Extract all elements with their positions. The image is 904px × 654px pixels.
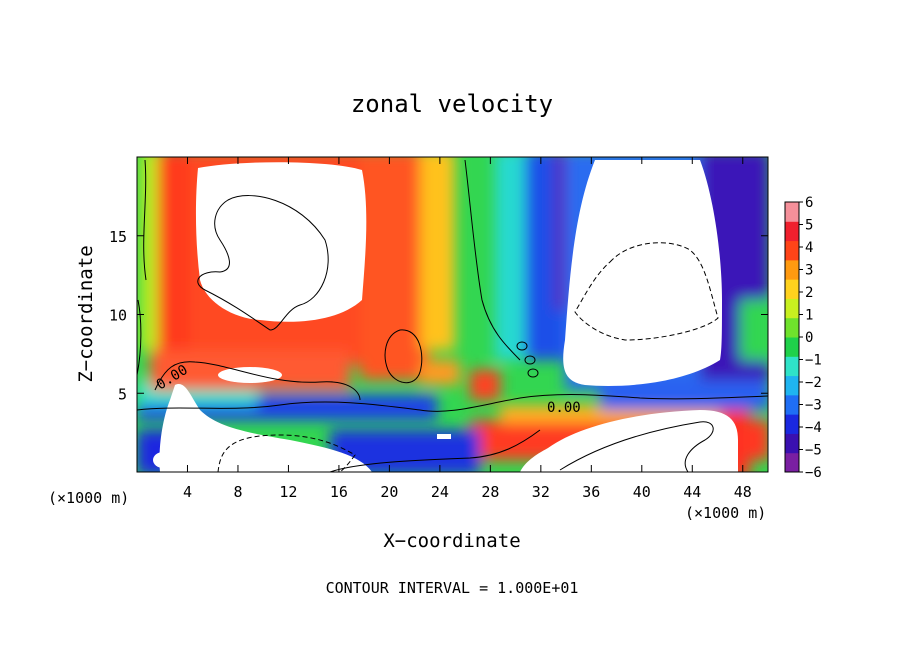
field-patch [495,157,530,360]
colorbar-swatch [785,259,799,280]
colorbar-swatch [785,394,799,415]
chart-title: zonal velocity [351,90,553,118]
white-region-lower-left [159,384,372,472]
contour-line [197,195,329,331]
x-tick-label: 44 [683,483,701,501]
colorbar-tick-label: −3 [805,398,822,414]
contour-line [384,329,423,384]
contour-line [524,355,536,365]
field-patch [470,370,500,400]
y-axis-ticks: 5 10 15 [109,228,768,403]
colorbar-tick-label: 4 [805,240,813,256]
colorbar-tick-label: 2 [805,285,813,301]
x-tick-label: 12 [279,483,297,501]
x-tick-label: 8 [233,483,242,501]
contour-line [143,159,147,281]
colorbar-tick-label: 0 [805,330,813,346]
colorbar-swatch [785,433,799,454]
x-tick-label: 28 [481,483,499,501]
field-patch [152,157,197,365]
x-tick-label: 48 [734,483,752,501]
contour-line [464,159,521,361]
colorbar-tick-label: 6 [805,195,813,211]
colorbar-swatch [785,414,799,434]
colorbar-tick-label: −1 [805,353,822,369]
white-spot-left-small [153,452,173,468]
field-patch [740,300,768,360]
velocity-field: 0.00 0.00 [137,157,768,472]
white-region-lower-right [520,410,738,472]
x-tick-label: 32 [532,483,550,501]
x-axis-label: X−coordinate [383,530,520,552]
field-patch [420,360,460,385]
contour-lines [137,159,768,472]
contour-label: 0.00 [547,400,581,416]
contour-line [559,421,714,472]
colorbar-swatch [785,337,799,357]
colorbar-tick-label: 1 [805,308,813,324]
white-spot-left [218,367,282,383]
field-patch [140,157,158,350]
contour-line [154,361,361,401]
y-axis-label: Z−coordinate [75,245,97,382]
contour-line-negative [574,242,719,341]
field-patch [420,157,455,350]
colorbar-swatch [785,240,799,261]
colorbar-swatch [785,202,799,222]
colorbar-tick-label: −4 [805,420,822,436]
x-tick-label: 36 [582,483,600,501]
x-unit-right: (×1000 m) [685,504,766,522]
white-spot-center [437,434,451,439]
contour-line [137,394,768,412]
x-tick-label: 4 [183,483,192,501]
contour-line [516,341,528,351]
x-unit-left: (×1000 m) [48,489,129,507]
x-tick-label: 40 [633,483,651,501]
contour-line [329,429,541,472]
dashed-contours [217,242,719,472]
x-tick-label: 24 [431,483,449,501]
colorbar-tick-label: 3 [805,263,813,279]
white-region-right [563,160,722,386]
colorbar-swatch [785,375,799,396]
y-tick-label: 5 [118,385,127,403]
colorbar: 6 5 4 3 2 1 0 −1 −2 −3 −4 −5 −6 [784,195,822,481]
colorbar-swatch [785,279,799,299]
field-patch [360,157,430,380]
y-tick-label: 15 [109,228,127,246]
x-tick-label: 16 [330,483,348,501]
colorbar-swatch [785,452,799,473]
colorbar-swatch [785,356,799,377]
contour-line [137,299,142,376]
contour-line-negative [217,434,356,472]
colorbar-swatch [785,221,799,242]
colorbar-tick-label: 5 [805,218,813,234]
colorbar-swatch [785,298,799,319]
colorbar-tick-label: −2 [805,375,822,391]
contour-interval-note: CONTOUR INTERVAL = 1.000E+01 [326,579,579,597]
colorbar-tick-label: −5 [805,443,822,459]
colorbar-tick-label: −6 [805,465,822,481]
contour-line [527,368,539,378]
y-tick-label: 10 [109,307,127,325]
x-tick-label: 20 [380,483,398,501]
colorbar-swatch [785,317,799,338]
x-axis-ticks: 4 8 12 16 20 24 28 32 36 40 44 48 [183,157,752,501]
